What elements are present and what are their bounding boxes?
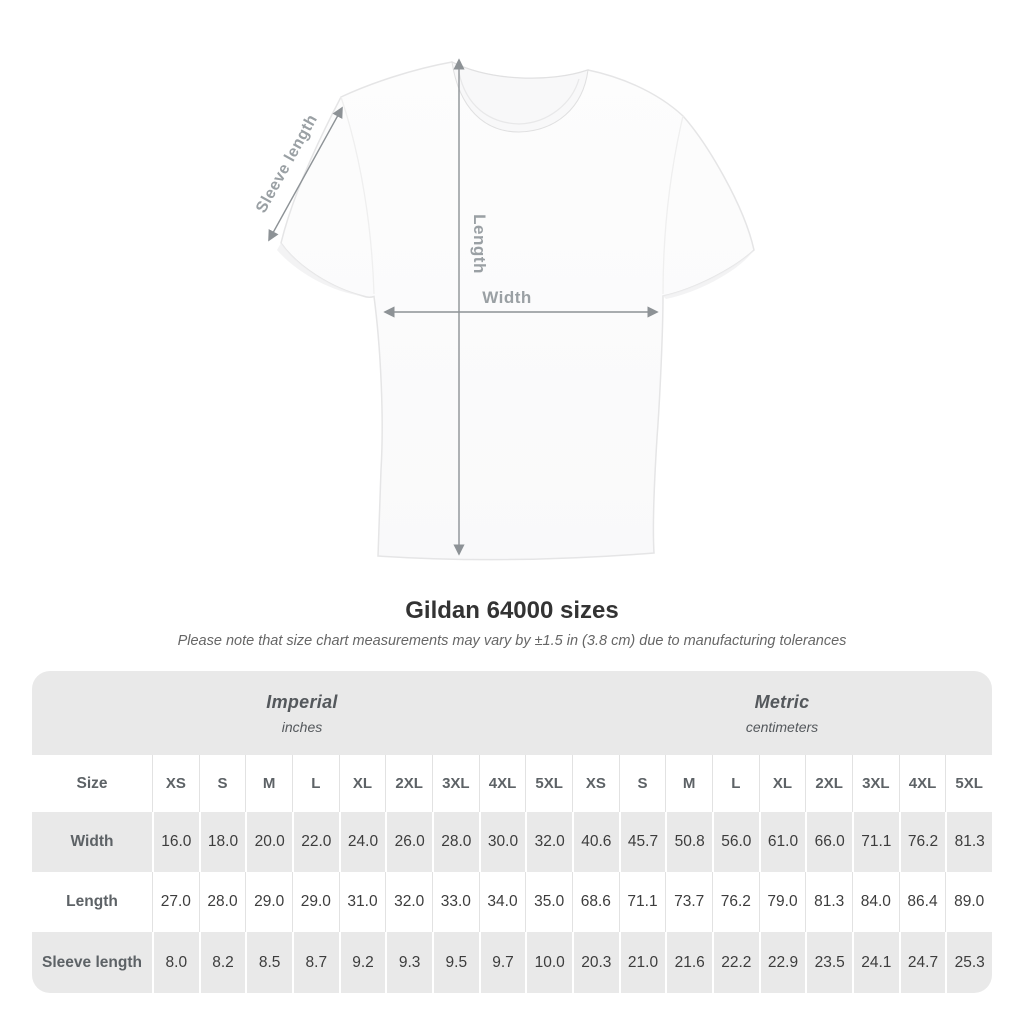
size-column-header: 3XL	[852, 755, 899, 812]
size-value-cell: 25.3	[945, 932, 992, 993]
size-value-cell: 32.0	[385, 872, 432, 932]
width-label: Width	[482, 288, 532, 307]
size-value-cell: 34.0	[478, 872, 526, 932]
size-value-cell: 30.0	[478, 812, 526, 872]
size-value-cell: 20.0	[245, 812, 292, 872]
size-value-cell: 24.0	[338, 812, 386, 872]
unit-group-imperial-name: Imperial	[266, 691, 338, 712]
size-value-cell: 27.0	[152, 872, 199, 932]
size-row-label: Size	[32, 755, 152, 812]
size-value-cell: 56.0	[712, 812, 759, 872]
size-column-header: L	[292, 755, 339, 812]
size-value-cell: 9.7	[478, 932, 526, 993]
size-column-header: XS	[152, 755, 199, 812]
size-column-header: XS	[572, 755, 619, 812]
unit-group-metric: Metric centimeters	[572, 671, 992, 755]
size-value-cell: 50.8	[665, 812, 712, 872]
size-value-cell: 22.2	[712, 932, 759, 993]
size-value-cell: 28.0	[198, 872, 246, 932]
size-value-cell: 21.6	[665, 932, 712, 993]
size-value-cell: 8.7	[292, 932, 339, 993]
length-label: Length	[470, 214, 489, 274]
measurement-row-label: Length	[32, 872, 152, 932]
measurement-annotations	[268, 58, 659, 556]
unit-group-imperial-unit: inches	[281, 718, 323, 735]
sleeve-length-arrow	[268, 106, 343, 242]
size-value-cell: 21.0	[618, 932, 666, 993]
size-column-header: 2XL	[805, 755, 852, 812]
unit-group-imperial: Imperial inches	[32, 671, 572, 755]
size-value-cell: 33.0	[432, 872, 479, 932]
size-value-cell: 84.0	[852, 872, 899, 932]
size-value-cell: 81.3	[945, 812, 992, 872]
size-value-cell: 29.0	[245, 872, 292, 932]
page-title: Gildan 64000 sizes	[405, 597, 619, 624]
size-value-cell: 86.4	[898, 872, 946, 932]
unit-group-metric-unit: centimeters	[745, 718, 819, 735]
size-value-cell: 20.3	[572, 932, 619, 993]
measurement-row-label: Width	[32, 812, 152, 872]
unit-group-metric-name: Metric	[754, 691, 810, 712]
tshirt-body	[280, 61, 755, 561]
size-value-cell: 61.0	[758, 812, 806, 872]
right-sleeve-seam	[662, 115, 684, 295]
size-value-cell: 71.1	[618, 872, 666, 932]
size-value-cell: 24.1	[852, 932, 899, 993]
size-value-cell: 81.3	[805, 872, 852, 932]
size-value-cell: 22.0	[292, 812, 339, 872]
size-column-header: M	[245, 755, 292, 812]
size-column-header: L	[712, 755, 759, 812]
size-column-header: 4XL	[898, 755, 946, 812]
tolerance-note: Please note that size chart measurements…	[177, 633, 847, 649]
size-value-cell: 9.2	[338, 932, 386, 993]
size-value-cell: 22.9	[758, 932, 806, 993]
size-value-cell: 26.0	[385, 812, 432, 872]
size-column-header: XL	[758, 755, 806, 812]
size-table: Imperial inches Metric centimeters Size X…	[32, 671, 992, 993]
size-column-header: 2XL	[385, 755, 432, 812]
size-column-header: S	[618, 755, 666, 812]
size-value-cell: 66.0	[805, 812, 852, 872]
size-column-header: 5XL	[525, 755, 572, 812]
size-column-header: 4XL	[478, 755, 526, 812]
size-value-cell: 31.0	[338, 872, 386, 932]
size-value-cell: 76.2	[712, 872, 759, 932]
size-value-cell: 79.0	[758, 872, 806, 932]
measurement-row-label: Sleeve length	[32, 932, 152, 993]
size-column-header: 3XL	[432, 755, 479, 812]
size-value-cell: 29.0	[292, 872, 339, 932]
size-value-cell: 8.0	[152, 932, 199, 993]
size-value-cell: 35.0	[525, 872, 572, 932]
size-value-cell: 9.5	[432, 932, 479, 993]
size-value-cell: 71.1	[852, 812, 899, 872]
size-column-header: M	[665, 755, 712, 812]
size-value-cell: 40.6	[572, 812, 619, 872]
size-value-cell: 8.2	[198, 932, 246, 993]
size-value-cell: 76.2	[898, 812, 946, 872]
collar-inner-seam	[458, 72, 580, 125]
size-value-cell: 68.6	[572, 872, 619, 932]
size-value-cell: 28.0	[432, 812, 479, 872]
size-column-header: XL	[338, 755, 386, 812]
tshirt-illustration	[277, 61, 755, 561]
size-column-header: S	[198, 755, 246, 812]
size-value-cell: 32.0	[525, 812, 572, 872]
size-column-header: 5XL	[945, 755, 992, 812]
size-value-cell: 10.0	[525, 932, 572, 993]
size-value-cell: 16.0	[152, 812, 199, 872]
size-value-cell: 23.5	[805, 932, 852, 993]
size-value-cell: 24.7	[898, 932, 946, 993]
size-value-cell: 8.5	[245, 932, 292, 993]
size-value-cell: 45.7	[618, 812, 666, 872]
size-value-cell: 18.0	[198, 812, 246, 872]
size-value-cell: 89.0	[945, 872, 992, 932]
left-sleeve-seam	[340, 96, 375, 295]
tshirt-diagram: Width Length Sleeve length	[253, 58, 755, 561]
size-value-cell: 73.7	[665, 872, 712, 932]
right-sleeve-shadow	[663, 250, 754, 299]
size-value-cell: 9.3	[385, 932, 432, 993]
